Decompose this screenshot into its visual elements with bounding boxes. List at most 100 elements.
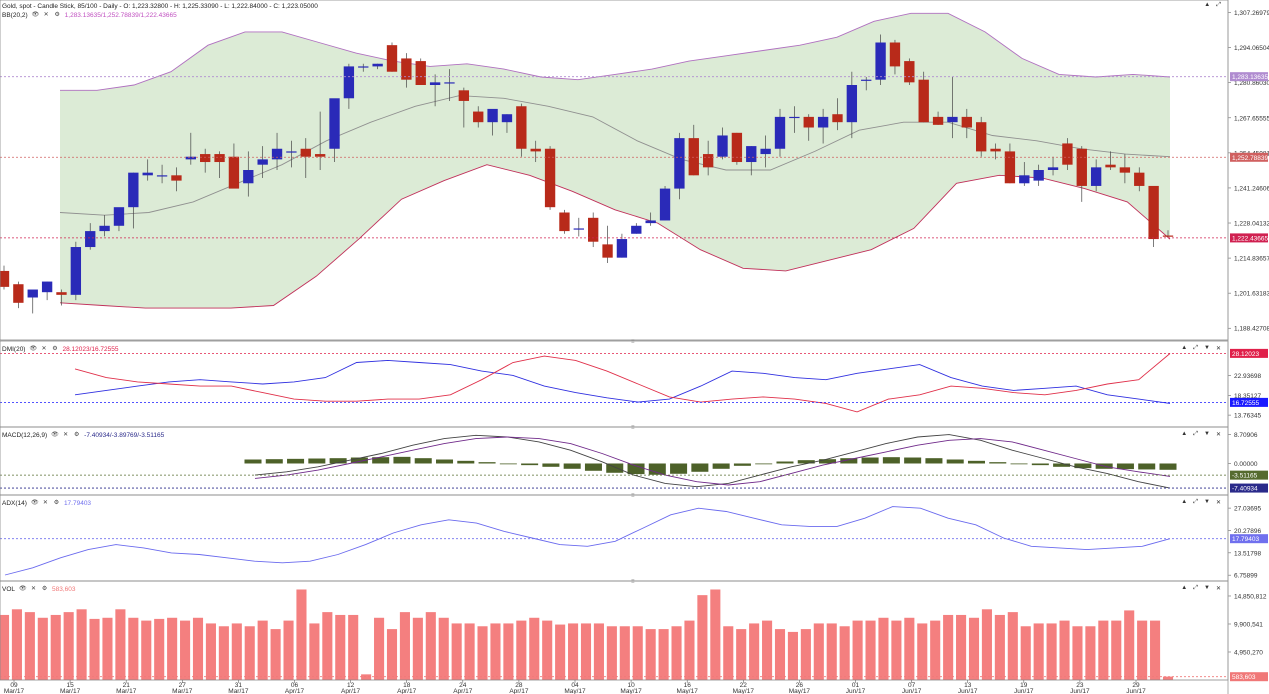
candle-body — [1105, 164, 1116, 168]
close-icon[interactable]: ✕ — [42, 500, 48, 506]
move-up-button[interactable]: ▲ — [1181, 345, 1188, 351]
volume-bar — [1098, 620, 1109, 680]
maximize-button[interactable]: ⤢ — [1216, 2, 1221, 8]
move-down-button[interactable]: ▼ — [1204, 345, 1210, 351]
maximize-button[interactable]: ⤢ — [1193, 345, 1199, 351]
candle-body — [185, 156, 196, 160]
volume-bar — [102, 617, 113, 680]
candle-body — [257, 159, 268, 165]
macd-histogram-bar — [521, 463, 539, 466]
date-tick-day: 18 — [403, 682, 411, 689]
volume-bar — [1150, 620, 1161, 680]
maximize-button[interactable]: ⤢ — [1193, 499, 1199, 505]
main-pane-controls: ▲ ⤢ — [1204, 2, 1221, 9]
candle-body — [1148, 185, 1159, 240]
price-marker-badge — [1230, 152, 1268, 162]
candle-body — [171, 175, 182, 181]
macd-histogram-bar — [840, 458, 858, 464]
maximize-button[interactable]: ⤢ — [1193, 585, 1199, 591]
pane-resize-handle[interactable]: ≡ — [631, 425, 635, 431]
candle-body — [616, 239, 628, 258]
dmi-marker-badge — [1230, 397, 1268, 407]
move-down-button[interactable]: ▼ — [1204, 499, 1210, 505]
close-icon[interactable]: ✕ — [43, 12, 49, 18]
pane-resize-handle[interactable]: ≡ — [631, 339, 635, 345]
close-pane-button[interactable]: ✕ — [1215, 500, 1221, 506]
volume-bar — [619, 626, 630, 680]
volume-bar — [63, 612, 74, 680]
candle-body — [243, 170, 254, 184]
volume-bar — [1111, 620, 1122, 680]
volume-bar — [231, 623, 242, 680]
macd-histogram-bar — [755, 463, 773, 465]
macd-histogram-bar — [1010, 463, 1028, 465]
close-pane-button[interactable]: ✕ — [1215, 432, 1221, 438]
date-tick-month: Mar/17 — [228, 688, 249, 694]
move-up-button[interactable]: ▲ — [1204, 2, 1211, 8]
eye-icon[interactable]: 👁 — [30, 500, 39, 506]
gear-icon[interactable]: ⚙ — [41, 586, 48, 592]
volume-bar — [968, 617, 980, 680]
gear-icon[interactable]: ⚙ — [73, 432, 80, 438]
move-down-button[interactable]: ▼ — [1204, 431, 1210, 437]
eye-icon[interactable]: 👁 — [31, 12, 40, 18]
candle-body — [875, 42, 886, 80]
date-tick-day: 01 — [852, 682, 860, 689]
close-pane-button[interactable]: ✕ — [1215, 586, 1221, 592]
gear-icon[interactable]: ⚙ — [54, 12, 60, 18]
candle-body — [70, 247, 82, 295]
close-icon[interactable]: ✕ — [31, 586, 37, 592]
move-up-button[interactable]: ▲ — [1181, 585, 1188, 591]
dmi-header: DMI(20) 👁 ✕ ⚙ 28.12023/16.72555 — [2, 345, 119, 354]
date-tick-month: May/17 — [620, 688, 642, 694]
volume-bar — [154, 618, 165, 680]
volume-bar — [1033, 623, 1044, 680]
volume-bar — [917, 623, 928, 680]
volume-bar — [270, 629, 281, 680]
candle-body — [200, 154, 211, 163]
candle-body — [27, 289, 38, 298]
volume-bar — [167, 617, 178, 680]
bollinger-band-fill — [60, 13, 1170, 309]
close-pane-button[interactable]: ✕ — [1215, 346, 1221, 352]
candle-body — [702, 154, 714, 168]
move-up-button[interactable]: ▲ — [1181, 431, 1188, 437]
volume-bar — [1162, 676, 1174, 680]
candle-body — [674, 138, 685, 189]
pane-resize-handle[interactable]: ≡ — [631, 579, 635, 585]
macd-histogram-bar — [1138, 463, 1156, 470]
candle-body — [631, 225, 642, 234]
volume-bar — [516, 620, 527, 680]
macd-tick-label: 0.00000 — [1234, 461, 1258, 468]
adx-marker-badge — [1230, 534, 1268, 544]
volume-bar — [335, 614, 346, 680]
dmi-values: 28.12023/16.72555 — [62, 346, 119, 353]
macd-histogram-bar — [457, 460, 475, 464]
volume-bar — [218, 626, 229, 680]
maximize-button[interactable]: ⤢ — [1193, 431, 1199, 437]
candle-body — [401, 58, 412, 80]
date-tick-month: Apr/17 — [509, 688, 529, 694]
volume-bar — [374, 617, 385, 680]
gear-icon[interactable]: ⚙ — [53, 500, 60, 506]
dmi-marker-value: 16.72555 — [1232, 400, 1259, 407]
gear-icon[interactable]: ⚙ — [52, 346, 58, 352]
volume-bar — [141, 620, 152, 680]
candle-body — [487, 108, 498, 123]
volume-bar — [580, 623, 592, 680]
candle-body — [544, 148, 556, 208]
macd-histogram-bar — [606, 463, 624, 473]
vol-header: VOL 👁 ✕ ⚙ 583,603 — [2, 585, 76, 594]
close-icon[interactable]: ✕ — [41, 346, 47, 352]
eye-icon[interactable]: 👁 — [51, 432, 59, 438]
eye-icon[interactable]: 👁 — [19, 586, 27, 592]
move-up-button[interactable]: ▲ — [1181, 499, 1188, 505]
pane-resize-handle[interactable]: ≡ — [631, 493, 635, 499]
candle-body — [142, 172, 153, 176]
eye-icon[interactable]: 👁 — [29, 346, 38, 352]
macd-histogram-bar — [989, 462, 1007, 464]
move-down-button[interactable]: ▼ — [1204, 585, 1210, 591]
candle-body — [846, 85, 858, 123]
close-icon[interactable]: ✕ — [63, 432, 69, 438]
volume-bar — [671, 626, 682, 680]
